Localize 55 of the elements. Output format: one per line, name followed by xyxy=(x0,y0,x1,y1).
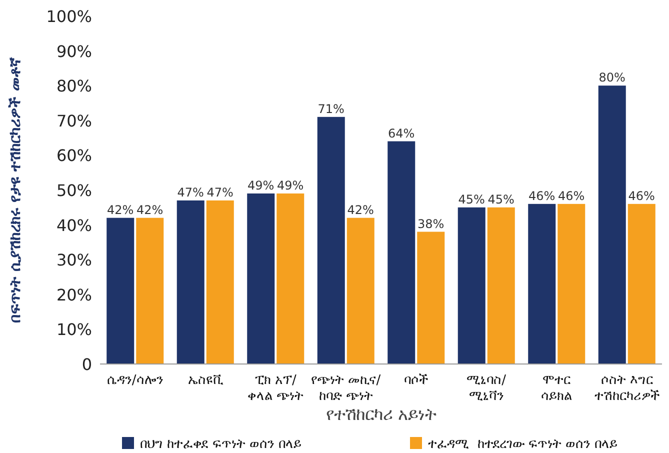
x-tick-label: ፒክ አፕ/ ቀላል ጭነት xyxy=(248,373,304,404)
data-label: 47% xyxy=(206,185,234,200)
data-label: 80% xyxy=(598,70,626,85)
bar xyxy=(106,218,134,364)
bar xyxy=(458,207,486,364)
data-label: 45% xyxy=(488,192,514,206)
bar xyxy=(558,204,586,364)
data-label: 46% xyxy=(528,188,556,203)
y-tick-label: 70% xyxy=(56,111,92,130)
x-axis-title: የተሽከርካሪ አይነት xyxy=(326,405,438,425)
legend-label: በህግ ከተፈቀደ ፍጥነት ወሰን በላይ xyxy=(140,437,302,452)
bar xyxy=(136,218,164,364)
data-label: 64% xyxy=(388,126,415,140)
x-tick-label: ሞተር ሳይክል xyxy=(541,373,572,404)
y-tick-label: 100% xyxy=(46,7,92,26)
legend-label: ተፈዳሚ ከተደረገው ፍጥነት ወሰን በላይ xyxy=(428,437,618,452)
bar xyxy=(417,232,445,364)
y-tick-label: 60% xyxy=(56,146,92,166)
bar xyxy=(317,116,345,364)
y-tick-label: 90% xyxy=(56,42,92,61)
y-tick-label: 80% xyxy=(56,76,92,96)
data-label: 42% xyxy=(107,202,134,217)
y-tick-label: 10% xyxy=(56,320,92,340)
bar xyxy=(346,218,374,364)
y-tick-label: 50% xyxy=(56,181,92,200)
data-label: 38% xyxy=(418,216,444,231)
bar xyxy=(247,193,275,364)
bar xyxy=(206,200,234,364)
x-tick-label: ሶስት እግር ተሽከርካሪዎች xyxy=(594,373,660,404)
data-label: 71% xyxy=(318,102,344,116)
data-label: 42% xyxy=(347,202,374,217)
y-axis-title: በፍጥነት ሲያሽከረክሩ የታዩ ተሽከርካሪዎች መቶኛ xyxy=(6,57,25,323)
y-tick-label: 20% xyxy=(56,285,92,304)
bar xyxy=(388,141,416,364)
data-label: 47% xyxy=(177,185,204,200)
bar xyxy=(487,207,515,364)
bar xyxy=(598,86,626,364)
data-label: 46% xyxy=(558,188,585,203)
data-label: 49% xyxy=(248,178,274,192)
y-tick-label: 40% xyxy=(56,216,92,235)
y-tick-label: 0 xyxy=(82,355,92,374)
y-tick-label: 30% xyxy=(56,250,92,270)
x-tick-label: ሴዳን/ሳሎን xyxy=(106,373,164,388)
bar xyxy=(176,200,204,364)
data-label: 45% xyxy=(458,192,485,206)
bar xyxy=(628,204,656,364)
data-label: 46% xyxy=(628,188,655,203)
x-tick-label: የጭነት መኪና/ ከባድ ጭነት xyxy=(311,373,382,404)
bar xyxy=(528,204,556,364)
x-tick-label: ኤስዩቪ xyxy=(188,373,224,388)
x-tick-label: ባሶች xyxy=(404,373,428,388)
data-label: 49% xyxy=(277,178,304,192)
data-label: 42% xyxy=(136,202,164,217)
x-tick-label: ሚኒባስ/ ሚኒቫን xyxy=(466,373,507,404)
bar xyxy=(276,193,304,364)
